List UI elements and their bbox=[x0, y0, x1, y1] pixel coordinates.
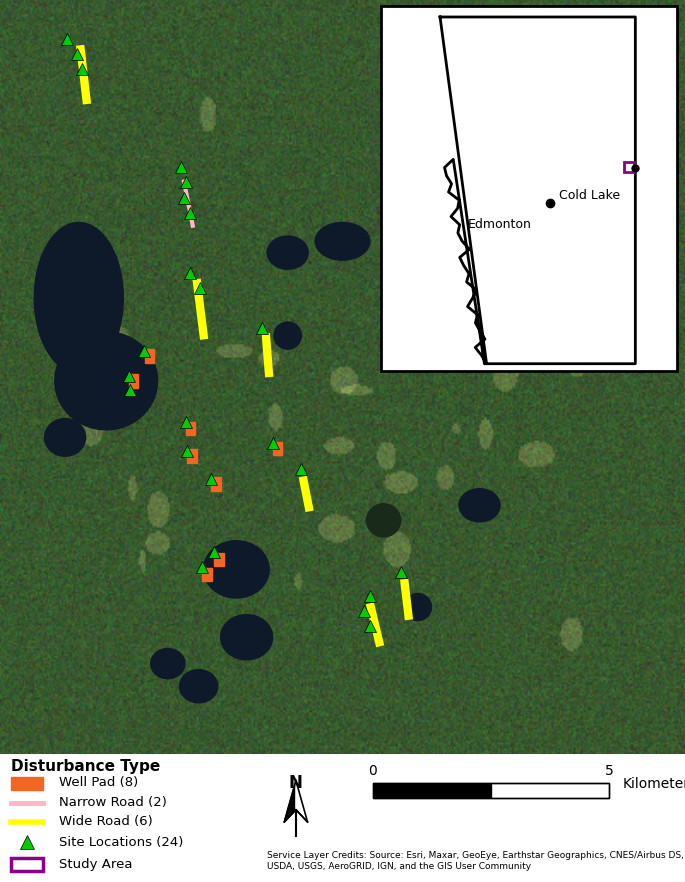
Bar bbox=[11, 777, 42, 790]
Bar bbox=[214, 553, 224, 566]
Bar bbox=[381, 6, 677, 371]
Bar bbox=[373, 782, 610, 798]
Text: Kilometers: Kilometers bbox=[623, 777, 685, 791]
Ellipse shape bbox=[179, 669, 218, 703]
Ellipse shape bbox=[151, 648, 185, 679]
Ellipse shape bbox=[315, 222, 370, 260]
Text: N: N bbox=[289, 774, 303, 792]
Bar bbox=[11, 858, 42, 871]
Bar bbox=[491, 782, 610, 798]
Bar bbox=[187, 450, 197, 463]
Text: Well Pad (8): Well Pad (8) bbox=[59, 776, 138, 789]
Text: 0: 0 bbox=[369, 764, 377, 778]
Ellipse shape bbox=[404, 594, 432, 621]
Ellipse shape bbox=[274, 322, 301, 349]
Bar bbox=[129, 374, 138, 387]
Text: Edmonton: Edmonton bbox=[468, 218, 532, 231]
Ellipse shape bbox=[267, 236, 308, 269]
Bar bbox=[273, 442, 282, 455]
Ellipse shape bbox=[34, 222, 123, 373]
Text: Disturbance Type: Disturbance Type bbox=[11, 759, 160, 774]
Text: Cold Lake: Cold Lake bbox=[560, 189, 621, 201]
Text: Study Area: Study Area bbox=[59, 857, 132, 871]
Ellipse shape bbox=[45, 419, 86, 456]
Ellipse shape bbox=[366, 504, 401, 537]
Ellipse shape bbox=[221, 615, 273, 660]
Text: Site Locations (24): Site Locations (24) bbox=[59, 836, 183, 848]
Bar bbox=[202, 568, 212, 581]
Ellipse shape bbox=[459, 489, 500, 522]
Polygon shape bbox=[296, 781, 308, 822]
Ellipse shape bbox=[55, 332, 158, 430]
Bar bbox=[211, 477, 221, 491]
Ellipse shape bbox=[203, 541, 269, 598]
Bar bbox=[373, 782, 491, 798]
Text: Narrow Road (2): Narrow Road (2) bbox=[59, 796, 166, 809]
Text: Service Layer Credits: Source: Esri, Maxar, GeoEye, Earthstar Geographics, CNES/: Service Layer Credits: Source: Esri, Max… bbox=[267, 851, 684, 871]
Text: Wide Road (6): Wide Road (6) bbox=[59, 815, 153, 828]
Text: 5: 5 bbox=[605, 764, 614, 778]
Polygon shape bbox=[284, 781, 296, 822]
Bar bbox=[186, 422, 195, 435]
Bar bbox=[145, 349, 154, 363]
